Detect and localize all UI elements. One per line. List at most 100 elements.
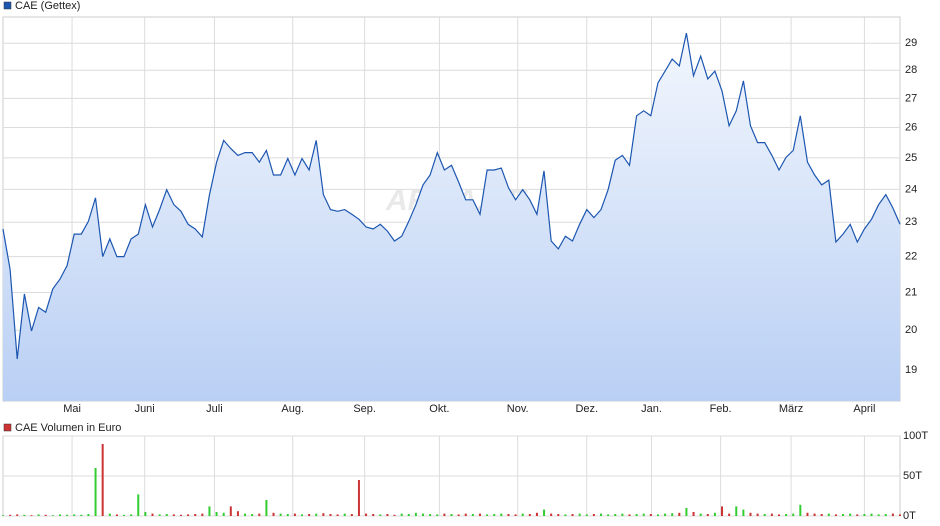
volume-bar [101,444,104,516]
volume-bar [51,515,54,516]
y-tick-label: 28 [905,64,917,76]
y-tick-label: 21 [905,286,917,298]
volume-bar [834,514,837,516]
volume-bar [564,514,567,516]
legend-swatch [3,1,12,10]
volume-bar [471,514,474,516]
volume-bar [656,514,659,516]
volume-bar [827,513,830,516]
volume-bar [215,512,218,516]
volume-bar [891,513,894,516]
volume-bar [614,514,617,516]
volume-bar [115,514,118,516]
volume-bar [877,514,880,516]
volume-bar [728,513,731,516]
y-tick-label: 22 [905,251,917,263]
volume-bar [165,514,168,516]
volume-bar [58,514,61,516]
volume-bar [557,514,560,516]
volume-bar [863,514,866,516]
volume-bar [820,514,823,516]
volume-bar [301,514,303,516]
volume-bar [678,512,681,516]
volume-bar [372,514,375,516]
volume-bar [201,513,204,516]
y-tick-label: 50T [903,470,922,482]
volume-bar [244,513,247,516]
volume-bar [172,514,175,516]
volume-bar [23,514,26,516]
volume-bar [514,514,517,516]
volume-bar [543,509,546,516]
y-tick-label: 27 [905,92,917,104]
volume-bar [899,514,901,516]
volume-bar [443,513,446,516]
volume-bar [621,513,624,516]
volume-bar [179,514,182,516]
y-tick-label: 100T [903,430,928,442]
legend-label: CAE Volumen in Euro [15,422,121,434]
volume-bar [272,512,275,516]
x-tick-label: Nov. [507,403,529,415]
volume-bar [842,514,845,516]
volume-bar [756,513,759,516]
volume-bar [315,513,318,516]
volume-bar [856,514,859,516]
volume-bar [735,506,738,516]
volume-bar [749,512,752,516]
volume-bar [799,504,802,516]
y-tick-label: 24 [905,183,917,195]
x-tick-label: Mai [63,403,81,415]
volume-bar [792,513,795,516]
x-tick-label: Dez. [575,403,598,415]
volume-bar [521,513,524,516]
volume-bar [770,513,773,516]
volume-bar [350,514,353,516]
y-tick-label: 23 [905,216,917,228]
volume-bar [763,514,766,516]
x-tick-label: Jan. [641,403,662,415]
volume-bar [236,511,239,516]
volume-bar [628,514,631,516]
volume-bar [685,508,688,516]
volume-bar [229,506,232,516]
volume-bar [571,514,574,516]
volume-bar [414,512,417,516]
volume-bar [208,506,211,516]
volume-bar [585,514,588,516]
volume-bar [336,514,339,516]
volume-bar [222,512,225,516]
volume-bar [785,514,788,516]
volume-bar [535,512,538,516]
volume-bar [592,514,595,516]
volume-bar [464,513,467,516]
volume-bar [706,514,709,516]
volume-bar [478,513,481,516]
volume-bar [158,514,161,516]
volume-bar [130,514,133,516]
volume-bar [457,514,460,516]
volume-bar [293,513,296,516]
volume-bar [329,514,332,516]
volume-bar [486,514,489,516]
volume-bar [286,514,289,516]
volume-bar [151,513,154,516]
volume-bar [635,514,638,516]
volume-bar [849,513,852,516]
volume-bar [407,514,410,516]
volume-bar [642,513,645,516]
volume-bar [806,512,809,516]
volume-bar [30,515,33,516]
y-tick-label: 25 [905,152,917,164]
volume-bar [137,494,140,516]
volume-bar [66,514,69,516]
volume-bar [692,512,695,516]
volume-bar [600,513,602,516]
volume-bar [528,514,531,516]
volume-bar [144,512,147,516]
x-tick-label: Sep. [353,403,376,415]
y-tick-label: 19 [905,364,917,376]
volume-bar [16,514,19,516]
volume-bar [187,514,190,516]
volume-bar [664,513,667,516]
